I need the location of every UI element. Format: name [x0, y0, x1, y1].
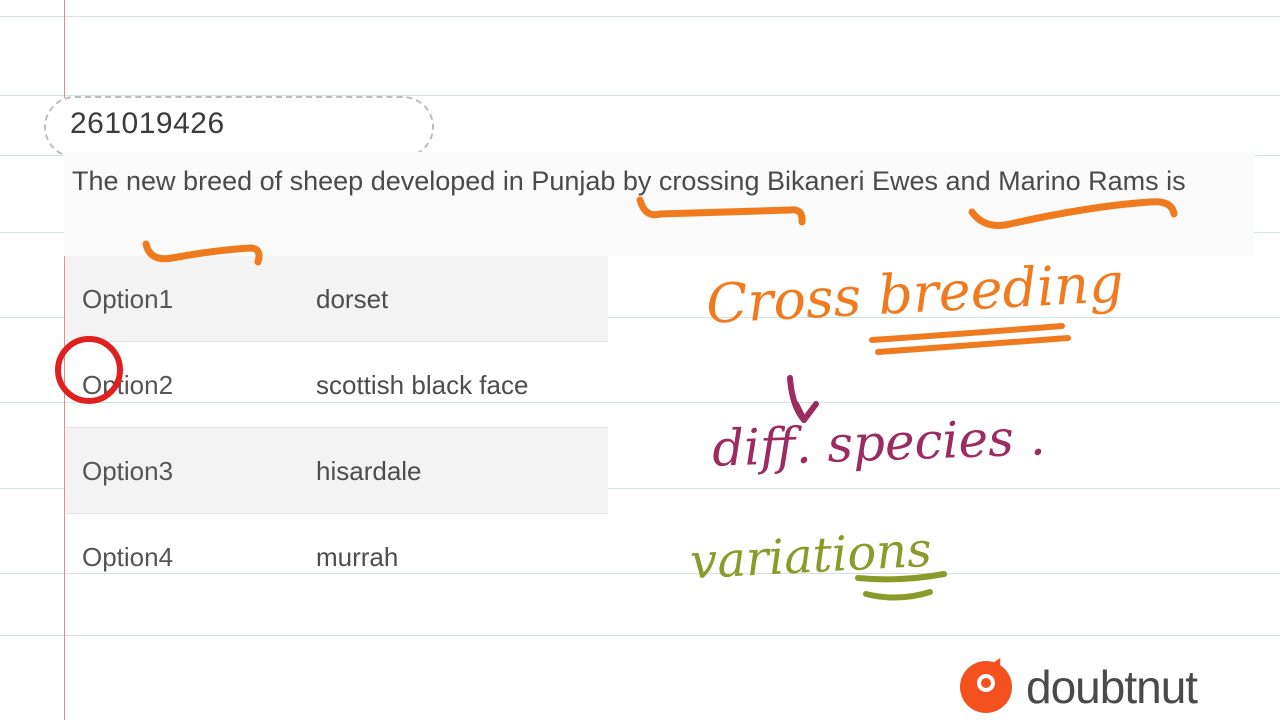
underline-variations-2-icon — [863, 589, 933, 601]
table-row[interactable]: Option3 hisardale — [66, 428, 608, 514]
option-value: scottish black face — [316, 369, 529, 400]
table-row[interactable]: Option4 murrah — [66, 514, 608, 600]
option-label: Option3 — [82, 455, 174, 486]
options-table: Option1 dorset Option2 scottish black fa… — [66, 256, 608, 600]
underline-breeding-1-icon — [869, 323, 1065, 343]
doubtnut-logo: doubtnut — [960, 654, 1198, 714]
doubtnut-mark-icon — [960, 654, 1012, 713]
underline-breeding-2-icon — [875, 335, 1071, 355]
option-label: Option2 — [82, 369, 174, 400]
row-divider — [66, 513, 608, 514]
option-label: Option1 — [82, 283, 174, 314]
row-divider — [66, 427, 608, 428]
arrow-up-icon — [987, 654, 1007, 674]
arrow-down-icon — [787, 375, 807, 423]
option-value: dorset — [316, 283, 389, 314]
question-id-pill — [44, 96, 434, 158]
row-divider — [66, 341, 608, 342]
table-row[interactable]: Option2 scottish black face — [66, 342, 608, 428]
table-row[interactable]: Option1 dorset — [66, 256, 608, 342]
question-text: The new breed of sheep developed in Punj… — [72, 166, 1186, 196]
option-value: hisardale — [316, 455, 422, 486]
annotation-diff-species: diff. species . — [711, 408, 1047, 478]
option-value: murrah — [316, 541, 399, 572]
question-id: 261019426 — [70, 107, 225, 140]
option-label: Option4 — [82, 541, 174, 572]
annotation-cross-breeding: Cross breeding — [704, 251, 1126, 336]
annotation-variations: variations — [688, 521, 934, 591]
brand-name: doubtnut — [1026, 661, 1198, 713]
